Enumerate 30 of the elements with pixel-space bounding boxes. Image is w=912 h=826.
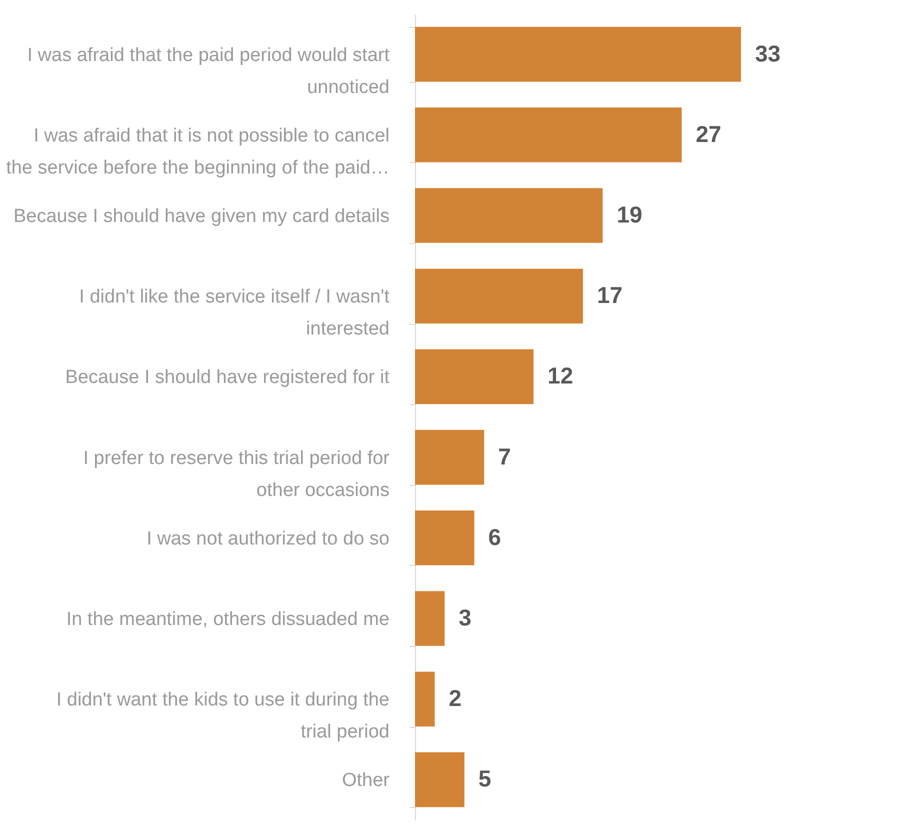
y-tick-label: Because I should have registered for it: [65, 367, 390, 388]
y-tick-label: I prefer to reserve this trial period for other occasions: [83, 448, 390, 501]
data-label: 27: [696, 120, 722, 147]
y-tick-label: In the meantime, others dissuaded me: [66, 609, 390, 630]
bar: [415, 188, 603, 243]
bar: [415, 752, 464, 808]
data-label: 33: [755, 40, 781, 66]
bar: [415, 672, 435, 727]
data-label: 6: [488, 524, 502, 550]
y-tick-label: I didn't like the service itself / I wasn't interested: [79, 286, 390, 340]
bar: [415, 26, 741, 82]
data-label: 3: [458, 604, 472, 630]
bar: [415, 268, 583, 324]
y-tick-label: Because I should have given my card details: [14, 206, 390, 227]
data-label: 17: [596, 282, 623, 308]
bar: [415, 510, 474, 566]
bar: [415, 591, 445, 646]
bar: [415, 107, 682, 162]
y-tick-label: I was not authorized to do so: [146, 528, 390, 550]
data-label: 19: [616, 202, 642, 228]
y-tick-label: Other: [342, 770, 390, 792]
data-label: 7: [498, 443, 511, 470]
bar: [415, 430, 484, 485]
data-label: 12: [548, 362, 574, 389]
y-tick-label: I was afraid that the paid period would start unnoticed: [27, 44, 390, 98]
y-tick-label: I was afraid that it is not possible to cancel the service before the beginning of the paid…: [6, 125, 390, 178]
data-label: 5: [478, 766, 492, 792]
bar: [415, 349, 534, 404]
y-tick-label: I didn't want the kids to use it during the trial period: [56, 690, 390, 743]
data-label: 2: [448, 685, 462, 712]
